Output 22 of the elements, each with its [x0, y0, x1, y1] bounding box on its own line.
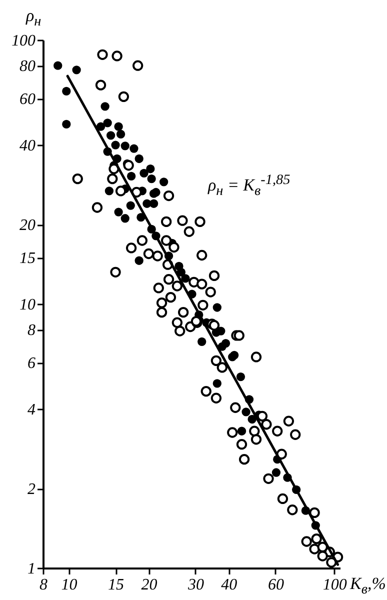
y-tick-label: 15 [20, 250, 36, 268]
y-tick-label: 6 [28, 355, 36, 372]
y-tick-label: 1 [28, 560, 36, 578]
x-axis-title: K$_{в}$,% [350, 574, 386, 598]
y-tick-label: 10 [20, 296, 36, 314]
y-tick-label: 60 [20, 91, 36, 108]
x-tick-label: 100 [322, 576, 347, 594]
y-tick-label: 80 [20, 58, 36, 76]
y-tick-label: 40 [20, 138, 36, 155]
x-tick-label: 10 [61, 576, 78, 594]
x-tick-label: 30 [186, 576, 204, 594]
y-tick-label: 20 [20, 217, 36, 234]
y-tick-label: 100 [12, 32, 36, 50]
x-tick-label: 60 [268, 576, 284, 594]
x-tick-label: 40 [221, 576, 238, 594]
y-tick-label: 2 [28, 481, 36, 498]
x-tick-label: 20 [141, 576, 158, 594]
x-tick-label: 15 [108, 576, 124, 594]
y-tick-label: 8 [28, 322, 36, 340]
y-tick-label: 4 [28, 402, 36, 419]
x-tick-label: 8 [40, 576, 48, 594]
y-axis-title: ρ$_{н}$ [26, 6, 42, 30]
